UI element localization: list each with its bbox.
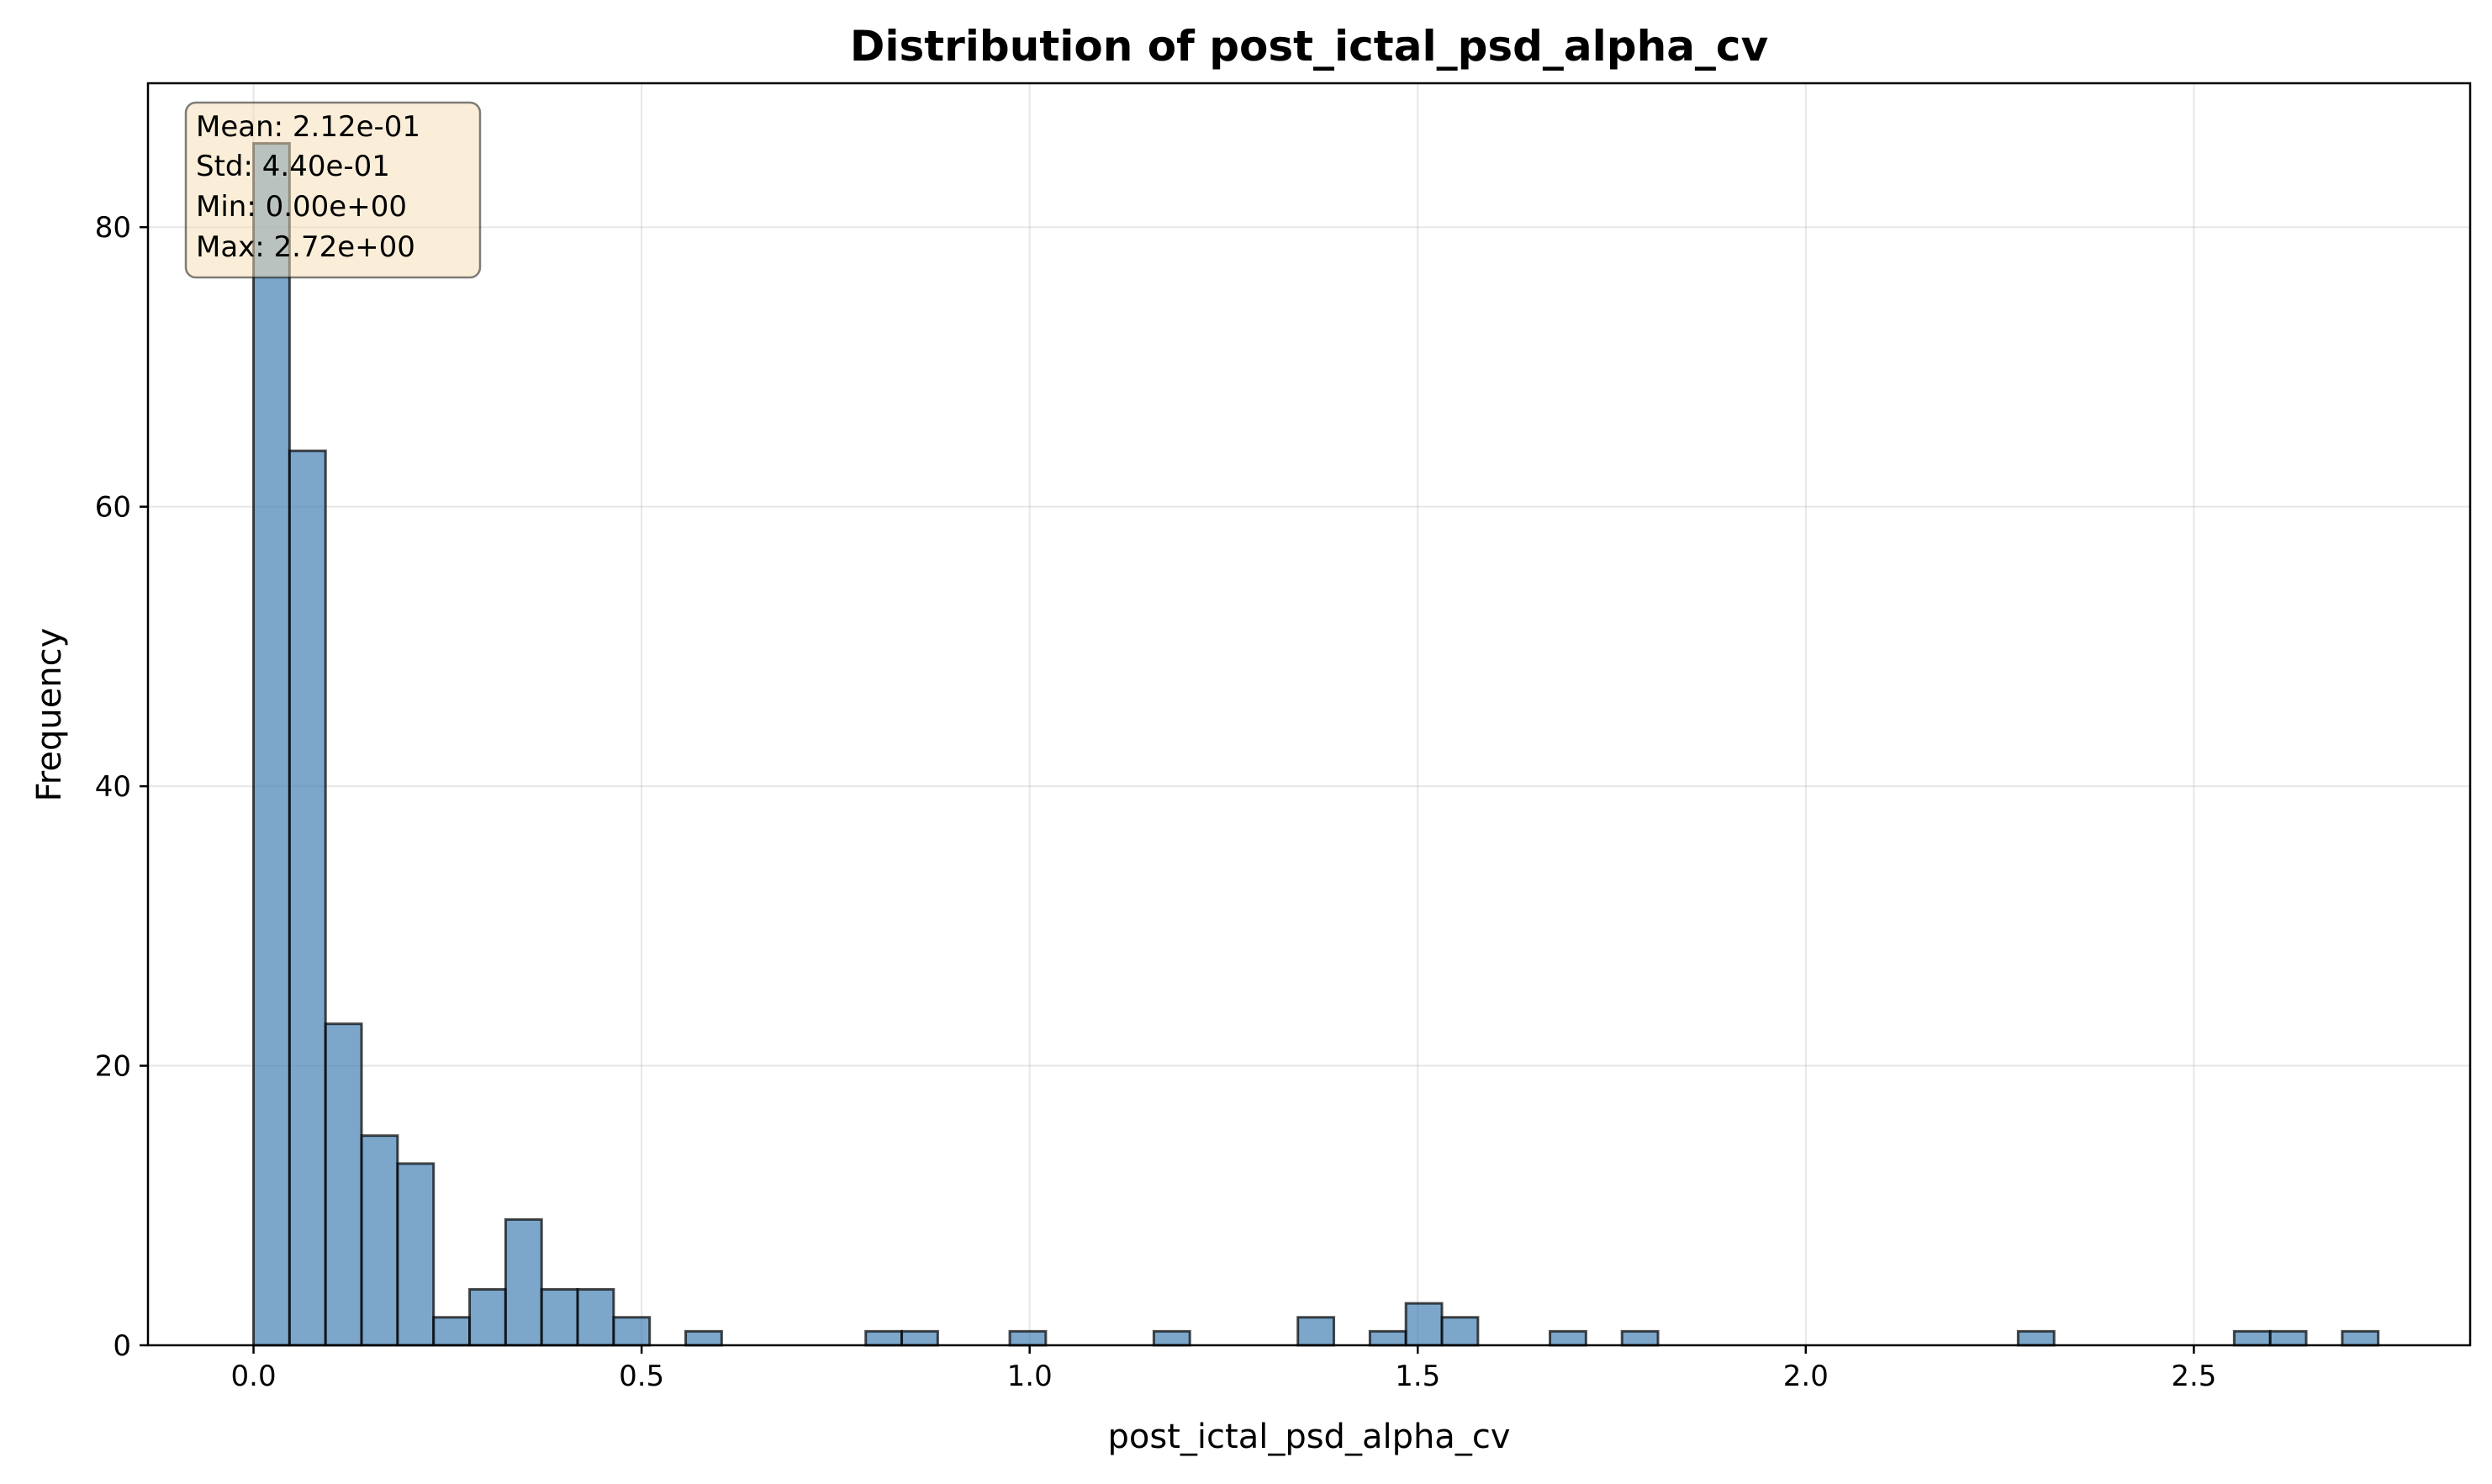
- x-tick-label-2: 1.0: [1007, 1360, 1053, 1393]
- histogram-bar-17: [864, 1329, 904, 1347]
- histogram-bar-56: [2268, 1329, 2308, 1347]
- histogram-bars: [252, 141, 2380, 1347]
- y-tick-label-3: 60: [95, 491, 131, 525]
- x-tick-label-1: 0.5: [619, 1360, 664, 1393]
- stats-min: Min: 0.00e+00: [196, 190, 407, 224]
- histogram-bar-6: [468, 1288, 507, 1347]
- histogram-bar-10: [612, 1316, 652, 1347]
- histogram-bar-0: [252, 141, 291, 1347]
- histogram-bar-33: [1440, 1316, 1480, 1347]
- y-tick-label-2: 40: [95, 770, 131, 804]
- x-axis-label: post_ictal_psd_alpha_cv: [1108, 1418, 1511, 1456]
- histogram-bar-9: [576, 1288, 615, 1347]
- stats-max: Max: 2.72e+00: [196, 230, 415, 264]
- histogram-bar-5: [432, 1316, 472, 1347]
- histogram-bar-12: [684, 1329, 723, 1347]
- histogram-bar-18: [900, 1329, 939, 1347]
- stats-std: Std: 4.40e-01: [196, 150, 390, 183]
- histogram-bar-1: [288, 449, 327, 1347]
- histogram-bar-21: [1008, 1329, 1048, 1347]
- chart-title: Distribution of post_ictal_psd_alpha_cv: [850, 22, 1768, 71]
- histogram-bar-31: [1368, 1329, 1407, 1347]
- plot-frame: [146, 82, 2472, 1347]
- histogram-bar-29: [1296, 1316, 1336, 1347]
- x-tick-label-4: 2.0: [1783, 1360, 1829, 1393]
- histogram-bar-32: [1404, 1302, 1444, 1347]
- x-tick-label-5: 2.5: [2171, 1360, 2216, 1393]
- x-tick-label-3: 1.5: [1395, 1360, 1440, 1393]
- y-axis-label: Frequency: [30, 628, 69, 802]
- y-tick-label-0: 0: [113, 1329, 131, 1363]
- histogram-bar-3: [360, 1134, 399, 1347]
- stats-box: Mean: 2.12e-01 Std: 4.40e-01 Min: 0.00e+…: [184, 101, 482, 279]
- stats-box-background: [184, 101, 482, 279]
- stats-mean: Mean: 2.12e-01: [196, 110, 420, 144]
- histogram-bar-2: [324, 1022, 363, 1347]
- histogram-bar-38: [1620, 1329, 1660, 1347]
- histogram-bar-7: [504, 1217, 543, 1347]
- y-axis-ticks: 0 20 40 60 80: [95, 211, 148, 1363]
- histogram-bar-36: [1549, 1329, 1587, 1347]
- x-tick-label-0: 0.0: [231, 1360, 277, 1393]
- histogram-bar-8: [540, 1288, 579, 1347]
- histogram-bar-55: [2232, 1329, 2272, 1347]
- histogram-bar-58: [2341, 1329, 2380, 1347]
- histogram-bar-4: [396, 1162, 436, 1347]
- y-tick-label-1: 20: [95, 1050, 131, 1084]
- histogram-bar-25: [1152, 1329, 1191, 1347]
- x-axis-ticks: 0.0 0.5 1.0 1.5 2.0 2.5: [231, 1345, 2216, 1393]
- histogram-bar-49: [2016, 1329, 2056, 1347]
- y-tick-label-4: 80: [95, 211, 131, 245]
